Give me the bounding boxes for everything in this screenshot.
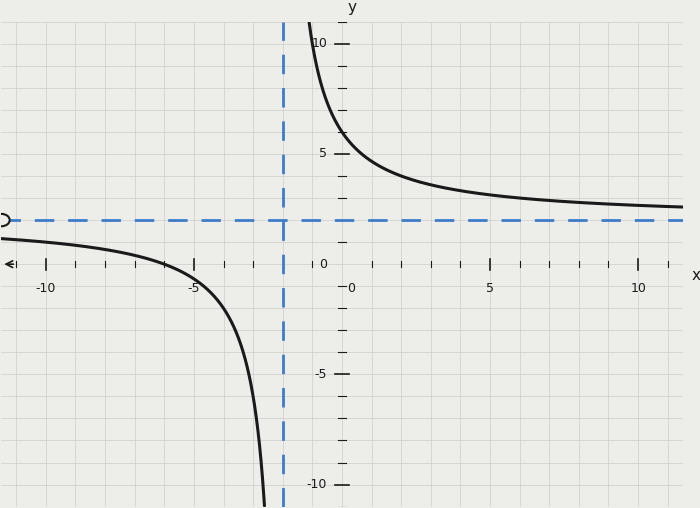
Text: x: x (692, 268, 700, 282)
Text: 5: 5 (319, 147, 327, 161)
Text: -5: -5 (315, 368, 327, 381)
Text: 5: 5 (486, 282, 494, 295)
Text: 0: 0 (319, 258, 327, 271)
Text: 10: 10 (312, 37, 327, 50)
Text: 0: 0 (346, 282, 355, 295)
Circle shape (0, 214, 10, 226)
Text: -10: -10 (307, 478, 327, 491)
Text: -5: -5 (188, 282, 200, 295)
Text: y: y (348, 0, 357, 15)
Text: -10: -10 (36, 282, 56, 295)
Text: 10: 10 (630, 282, 646, 295)
